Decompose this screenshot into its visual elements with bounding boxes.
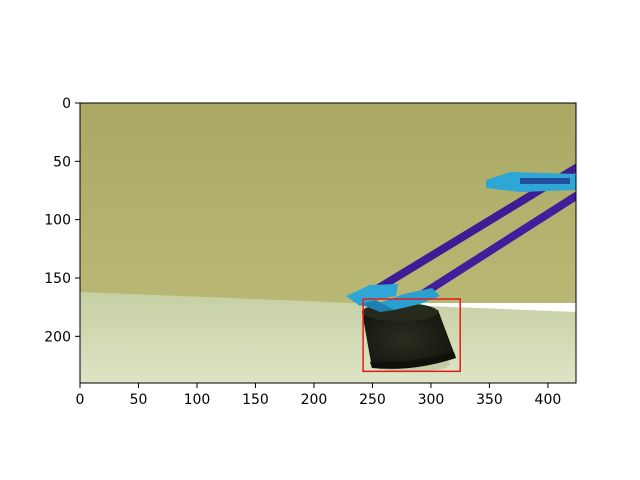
y-tick-label: 150: [44, 271, 71, 287]
bounding-box: [362, 298, 461, 373]
x-tick-label: 200: [301, 392, 328, 408]
x-tick-label: 100: [184, 392, 211, 408]
x-tick-label: 300: [418, 392, 445, 408]
photo-image: [80, 103, 576, 383]
floor-region: [80, 292, 576, 383]
y-tick-label: 100: [44, 213, 71, 229]
y-tick-label: 200: [44, 329, 71, 345]
x-tick-label: 0: [76, 392, 85, 408]
x-axis: 0 50 100 150 200 250 300 350 400: [76, 383, 562, 408]
x-tick-label: 150: [242, 392, 269, 408]
x-tick-label: 350: [476, 392, 503, 408]
plot-frame: [79, 102, 577, 384]
robot-bracket: [486, 172, 576, 192]
wall-region: [80, 103, 576, 303]
y-tick-label: 0: [62, 96, 71, 112]
y-tick-label: 50: [53, 154, 71, 170]
y-axis: 0 50 100 150 200: [44, 96, 80, 345]
x-tick-label: 50: [130, 392, 148, 408]
x-tick-label: 250: [359, 392, 386, 408]
x-tick-label: 400: [535, 392, 562, 408]
